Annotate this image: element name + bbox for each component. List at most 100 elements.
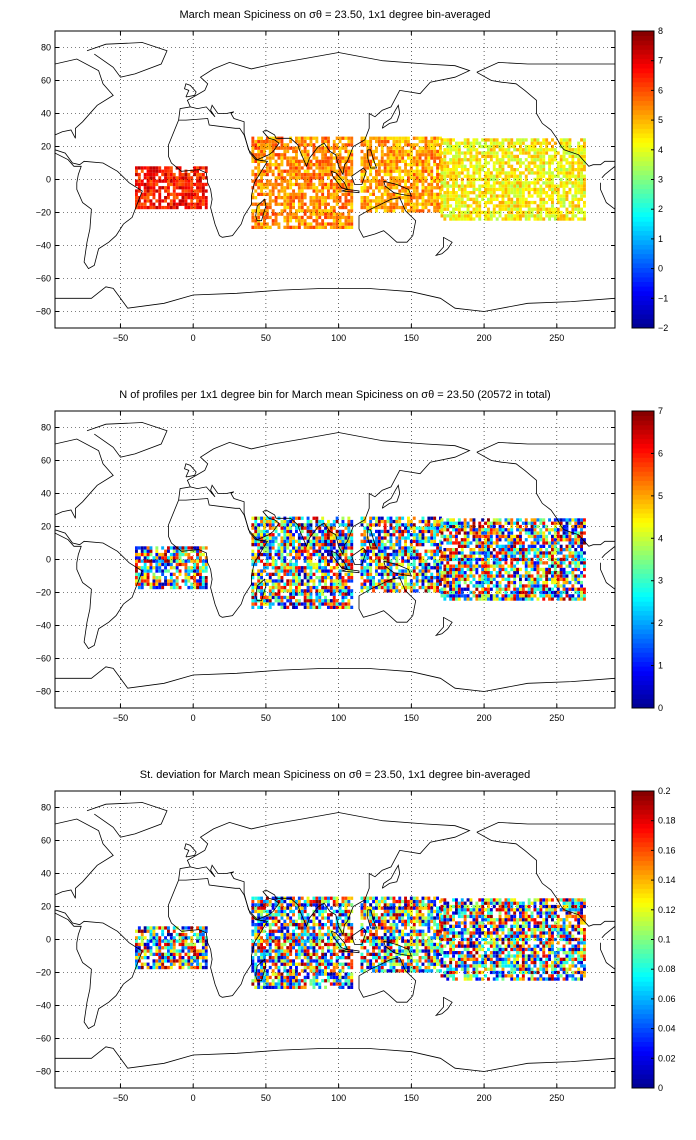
data-cell <box>155 199 159 203</box>
data-cell <box>433 179 437 183</box>
data-cell <box>457 171 461 175</box>
data-cell <box>507 551 511 555</box>
data-cell <box>574 207 578 211</box>
data-cell <box>542 561 546 565</box>
data-cell <box>184 579 188 583</box>
data-cell <box>439 149 442 154</box>
data-cell <box>395 199 399 203</box>
data-cell <box>392 589 396 593</box>
data-cell <box>492 541 496 545</box>
data-cell <box>292 576 295 580</box>
data-cell <box>315 539 319 543</box>
data-cell <box>149 176 153 180</box>
data-cell <box>286 539 290 543</box>
data-cell <box>190 179 194 183</box>
data-cell <box>143 182 147 187</box>
data-cell <box>324 585 327 590</box>
data-cell <box>510 184 514 188</box>
data-cell <box>152 196 156 200</box>
data-cell <box>504 171 508 175</box>
data-cell <box>350 199 354 203</box>
data-cell <box>196 182 199 187</box>
data-cell <box>530 524 534 529</box>
data-cell <box>427 569 431 573</box>
data-cell <box>196 172 199 177</box>
data-cell <box>433 202 437 206</box>
data-cell <box>507 207 511 211</box>
data-cell <box>527 164 531 168</box>
data-cell <box>424 186 428 190</box>
data-cell <box>487 214 490 218</box>
data-cell <box>332 219 336 223</box>
data-cell <box>440 524 444 529</box>
data-cell <box>135 556 138 560</box>
data-cell <box>452 214 455 218</box>
data-cell <box>297 566 301 570</box>
data-cell <box>421 209 425 213</box>
data-cell <box>440 184 444 188</box>
data-cell <box>292 556 295 560</box>
data-cell <box>457 584 461 588</box>
data-cell <box>472 144 476 149</box>
data-cell <box>418 572 422 576</box>
data-cell <box>539 200 543 205</box>
data-cell <box>516 187 519 192</box>
data-cell <box>562 587 566 591</box>
data-cell <box>519 144 522 149</box>
data-cell <box>338 136 342 140</box>
data-cell <box>169 202 173 206</box>
data-cell <box>519 594 522 598</box>
data-cell <box>495 141 499 145</box>
data-cell <box>556 564 560 568</box>
data-cell <box>161 585 165 590</box>
data-cell <box>164 169 167 173</box>
data-cell <box>421 146 425 150</box>
profile-count-chart: −50 0 50 100 150 200 250−80−60−40−20020406080N… <box>36 389 663 723</box>
data-cell <box>251 219 255 223</box>
data-cell <box>407 143 410 147</box>
data-cell <box>260 569 263 573</box>
data-cell <box>439 179 442 183</box>
data-cell <box>536 164 540 168</box>
data-cell <box>478 548 482 552</box>
data-cell <box>327 166 330 170</box>
data-cell <box>193 569 197 573</box>
data-cell <box>495 551 499 555</box>
data-cell <box>460 210 464 215</box>
data-cell <box>329 543 333 547</box>
data-cell <box>251 589 255 593</box>
data-cell <box>533 154 537 159</box>
data-cell <box>392 209 396 213</box>
data-cell <box>303 559 307 563</box>
coastline <box>55 58 114 139</box>
data-cell <box>463 151 467 155</box>
data-cell <box>386 205 390 210</box>
data-cell <box>344 552 348 557</box>
data-cell <box>292 159 295 163</box>
data-cell <box>332 199 336 203</box>
data-cell <box>292 602 295 606</box>
data-cell <box>580 210 583 215</box>
data-cell <box>283 566 287 570</box>
data-cell <box>338 222 342 226</box>
data-cell <box>484 138 487 142</box>
data-cell <box>443 164 447 168</box>
data-cell <box>268 205 272 210</box>
data-cell <box>327 159 330 163</box>
y-tick-label: −60 <box>36 274 51 284</box>
data-cell <box>324 549 327 553</box>
data-cell <box>463 217 467 221</box>
data-cell <box>487 541 490 545</box>
colorbar-segment <box>632 147 654 153</box>
data-cell <box>292 562 295 567</box>
data-cell <box>449 184 453 188</box>
data-cell <box>421 579 425 583</box>
data-cell <box>519 587 522 591</box>
data-cell <box>395 589 399 593</box>
data-cell <box>366 566 370 570</box>
data-cell <box>280 605 284 609</box>
data-cell <box>369 209 373 213</box>
data-cell <box>533 184 537 188</box>
data-cell <box>318 605 322 609</box>
data-cell <box>135 169 138 173</box>
